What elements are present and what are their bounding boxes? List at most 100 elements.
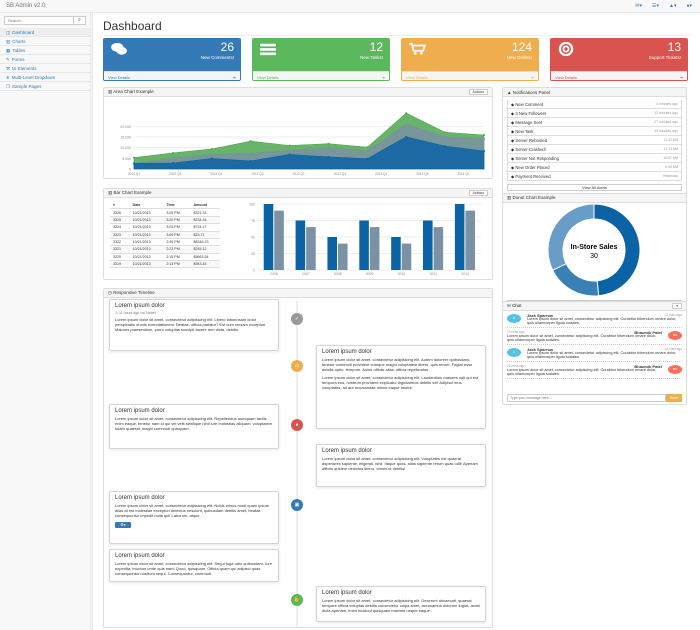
notification-item[interactable]: ◆ New Task 43 minutes ago (507, 127, 682, 136)
view-details-link[interactable]: View Details ➔ (402, 71, 538, 80)
bar (306, 227, 316, 270)
chat-body: Lorem ipsum dolor sit amet, consectetur … (527, 351, 677, 360)
notification-text: Message Sent (515, 119, 543, 125)
notification-text: New Comment (515, 101, 544, 107)
bell-icon[interactable]: ▲▾ (668, 3, 677, 9)
shopping-cart-icon (409, 42, 426, 55)
sidebar-item-sample-pages[interactable]: ❐ Sample Pages (0, 82, 90, 91)
data-point (210, 147, 213, 150)
support-card: 13 Support Tickets! View Details ➔ (550, 38, 688, 81)
data-point (483, 137, 485, 140)
notification-time: 10:57 AM (663, 156, 678, 160)
table-row: 3326 10/21/2013 3:29 PM $321.33 (110, 208, 220, 217)
data-point (444, 135, 447, 138)
chat-input-group: Send (507, 394, 682, 402)
y-tick-label: 10,000 (120, 146, 131, 150)
view-all-alerts-button[interactable]: View All Alerts (507, 184, 682, 191)
tasks-icon: ◆ (511, 128, 515, 134)
table-header: # (110, 202, 130, 210)
table-cell: $23.71 (190, 231, 220, 239)
timeline-line (296, 301, 298, 627)
x-tick-label: 2011 (429, 272, 437, 276)
notification-item[interactable]: ◆ Payment Received Yesterday (507, 172, 682, 181)
data-point (171, 151, 174, 154)
chat-body: Lorem ipsum dolor sit amet, consectetur … (507, 334, 657, 343)
card-count: 124 (511, 40, 532, 54)
clock-icon: ◷ (115, 311, 119, 315)
search-icon[interactable]: ⌕ (73, 17, 85, 24)
bar (338, 243, 348, 270)
table-cell: 3324 (110, 223, 130, 232)
bar (433, 227, 444, 270)
notification-time: 11:32 AM (663, 138, 678, 142)
sidebar-item-multi-level[interactable]: ⋔ Multi-Level Dropdown (0, 73, 90, 82)
orders-card: 124 New Orders! View Details ➔ (401, 38, 539, 81)
table-cell: 2:23 PM (163, 245, 191, 254)
notification-item[interactable]: ◆ Server Crashed! 11:13 AM (507, 145, 682, 154)
notification-text: 3 New Followers (515, 110, 547, 116)
sidebar-item-ui-elements[interactable]: ⚒ UI Elements (0, 64, 90, 73)
card-label: New Tasks! (360, 55, 383, 60)
actions-dropdown[interactable]: Actions (468, 89, 488, 95)
table-cell: $234.34 (190, 216, 220, 225)
notification-text: Server Not Responding (515, 155, 559, 161)
view-details-link[interactable]: View Details ➔ (551, 71, 687, 80)
chat-body: Lorem ipsum dolor sit amet, consectetur … (527, 317, 677, 326)
notification-item[interactable]: ◆ New Order Placed 9:49 AM (507, 163, 682, 172)
dashboard-icon: ◫ (6, 29, 11, 35)
tasks-icon (260, 43, 276, 56)
entry-body: Lorem ipsum dolor sit amet, consectetur … (322, 598, 481, 613)
dropdown-button[interactable]: ⚙▾ (115, 522, 131, 528)
chat-time: 14 mins ago (664, 347, 682, 351)
x-tick-label: 2014 Q1 (457, 172, 469, 176)
envelope-icon[interactable]: ✉▾ (635, 3, 642, 9)
sidebar-item-tables[interactable]: ▦ Tables (0, 46, 90, 55)
data-point (210, 153, 213, 156)
table-cell: $724.17 (190, 223, 220, 232)
y-tick-label: 75 (251, 219, 255, 223)
entry-body: Lorem ipsum dolor sit amet, consectetur … (115, 503, 270, 518)
send-button[interactable]: Send (666, 394, 682, 402)
bar (274, 210, 284, 270)
notification-time: 27 minutes ago (654, 120, 678, 124)
view-details-link[interactable]: View Details ➔ (104, 71, 240, 80)
notification-item[interactable]: ◆ Server Not Responding 10:57 AM (507, 154, 682, 163)
timeline-entry: Lorem ipsum dolor Lorem ipsum dolor sit … (316, 586, 486, 622)
panel-title: ✉ Chat (507, 303, 522, 308)
tasks-icon[interactable]: ☰▾ (651, 3, 659, 9)
table-row: 3324 10/21/2013 3:03 PM $724.17 (110, 223, 220, 232)
data-point (210, 157, 213, 160)
sidebar-item-forms[interactable]: ✎ Forms (0, 55, 90, 64)
notification-item[interactable]: ◆ Message Sent 27 minutes ago (507, 118, 682, 127)
x-tick-label: 2006 (270, 272, 278, 276)
avatar: ME (668, 331, 682, 340)
chat-message-input[interactable] (507, 394, 666, 402)
notification-item[interactable]: ◆ 3 New Followers 12 minutes ago (507, 109, 682, 118)
sidebar-item-dashboard[interactable]: ◫ Dashboard (0, 28, 90, 37)
notification-item[interactable]: ◆ New Comment 4 minutes ago (507, 100, 682, 109)
table-icon: ▦ (6, 47, 11, 53)
avatar: ME (668, 365, 682, 374)
search-input[interactable] (5, 17, 73, 24)
view-details-link[interactable]: View Details ➔ (253, 71, 389, 80)
x-tick-label: 2013 Q1 (375, 172, 387, 176)
envelope-icon: ◆ (511, 119, 515, 125)
notification-time: 4 minutes ago (656, 102, 678, 106)
arrow-circle-right-icon: ➔ (530, 75, 534, 80)
brand-logo[interactable]: SB Admin v2.0 (6, 3, 46, 9)
entry-body: Lorem ipsum dolor sit amet, consectetur … (115, 416, 273, 431)
data-point (249, 140, 252, 143)
x-tick-label: 2013 Q3 (416, 172, 428, 176)
notification-text: Server Crashed! (515, 146, 546, 152)
table-cell: 3320 (110, 253, 130, 262)
user-icon[interactable]: ●▾ (686, 3, 692, 9)
table-cell: 3:20 PM (163, 216, 191, 225)
chat-message: U Jack Sparrow 12 mins ago Lorem ipsum dolo… (507, 311, 682, 328)
sidebar-item-charts[interactable]: ▥ Charts (0, 37, 90, 46)
panel-title: ▥ Donut Chart Example (507, 195, 556, 200)
chevron-down-icon[interactable]: ▾ (672, 303, 682, 309)
notification-item[interactable]: ◆ Server Rebooted 11:32 AM (507, 136, 682, 145)
actions-dropdown[interactable]: Actions (468, 190, 488, 196)
bolt-icon: ◆ (511, 146, 515, 152)
table-cell: 10/21/2013 (129, 238, 164, 247)
